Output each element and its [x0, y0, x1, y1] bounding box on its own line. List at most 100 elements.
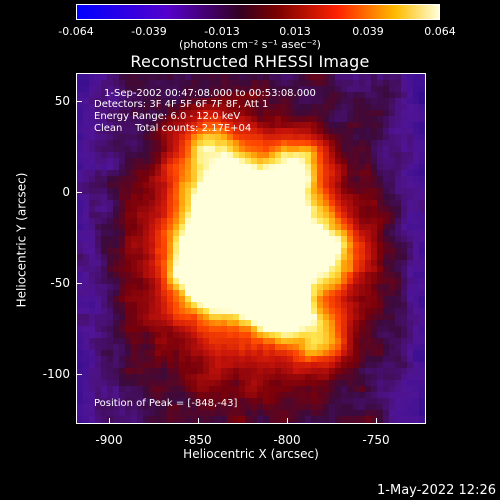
heatmap-cell [209, 176, 215, 182]
heatmap-cell [317, 368, 323, 374]
heatmap-cell [131, 332, 137, 338]
heatmap-cell [305, 188, 311, 194]
heatmap-cell [293, 386, 299, 392]
heatmap-cell [377, 182, 383, 188]
heatmap-cell [239, 254, 245, 260]
heatmap-cell [413, 146, 419, 152]
heatmap-cell [383, 194, 389, 200]
heatmap-cell [83, 284, 89, 290]
heatmap-cell [209, 74, 215, 80]
heatmap-cell [95, 176, 101, 182]
heatmap-cell [221, 332, 227, 338]
heatmap-cell [179, 80, 185, 86]
heatmap-cell [167, 350, 173, 356]
heatmap-cell [227, 248, 233, 254]
heatmap-cell [269, 86, 275, 92]
heatmap-cell [185, 302, 191, 308]
heatmap-cell [227, 230, 233, 236]
heatmap-cell [191, 128, 197, 134]
heatmap-cell [101, 128, 107, 134]
heatmap-cell [125, 134, 131, 140]
heatmap-cell [281, 224, 287, 230]
heatmap-cell [209, 80, 215, 86]
heatmap-cell [353, 392, 359, 398]
heatmap-cell [161, 278, 167, 284]
heatmap-cell [173, 188, 179, 194]
heatmap-cell [401, 230, 407, 236]
heatmap-cell [77, 380, 83, 386]
heatmap-cell [239, 116, 245, 122]
heatmap-cell [125, 410, 131, 416]
heatmap-cell [209, 254, 215, 260]
heatmap-cell [341, 308, 347, 314]
heatmap-cell [281, 422, 287, 423]
heatmap-cell [419, 110, 425, 116]
heatmap-cell [401, 266, 407, 272]
heatmap-cell [257, 422, 263, 423]
heatmap-cell [413, 392, 419, 398]
heatmap-cell [329, 164, 335, 170]
heatmap-cell [347, 134, 353, 140]
heatmap-cell [185, 158, 191, 164]
heatmap-cell [113, 236, 119, 242]
heatmap-cell [347, 146, 353, 152]
heatmap-cell [167, 398, 173, 404]
heatmap-cell [149, 362, 155, 368]
heatmap-cell [161, 332, 167, 338]
heatmap-cell [161, 164, 167, 170]
heatmap-cell [83, 266, 89, 272]
heatmap-cell [107, 206, 113, 212]
heatmap-cell [251, 242, 257, 248]
heatmap-cell [365, 368, 371, 374]
x-tick-label: -750 [362, 433, 390, 447]
heatmap-cell [293, 260, 299, 266]
heatmap-cell [317, 332, 323, 338]
heatmap-cell [311, 368, 317, 374]
heatmap-cell [113, 284, 119, 290]
heatmap-cell [185, 266, 191, 272]
heatmap-cell [377, 128, 383, 134]
heatmap-cell [143, 188, 149, 194]
heatmap-cell [389, 350, 395, 356]
heatmap-cell [377, 146, 383, 152]
heatmap-cell [161, 212, 167, 218]
heatmap-cell [269, 266, 275, 272]
heatmap-cell [245, 266, 251, 272]
heatmap-cell [251, 128, 257, 134]
heatmap-cell [329, 410, 335, 416]
heatmap-cell [227, 164, 233, 170]
colorbar-tick-label: -0.064 [58, 25, 94, 38]
heatmap-cell [83, 122, 89, 128]
heatmap-cell [101, 236, 107, 242]
heatmap-cell [203, 92, 209, 98]
heatmap-cell [407, 152, 413, 158]
heatmap-cell [299, 398, 305, 404]
heatmap-cell [89, 74, 95, 80]
heatmap-cell [359, 122, 365, 128]
heatmap-cell [287, 332, 293, 338]
heatmap-cell [281, 266, 287, 272]
heatmap-cell [89, 176, 95, 182]
heatmap-cell [299, 194, 305, 200]
heatmap-cell [329, 308, 335, 314]
heatmap-cell [107, 338, 113, 344]
heatmap-cell [293, 110, 299, 116]
heatmap-cell [209, 260, 215, 266]
heatmap-cell [413, 326, 419, 332]
heatmap-cell [371, 392, 377, 398]
heatmap-cell [215, 398, 221, 404]
heatmap-cell [197, 296, 203, 302]
heatmap-cell [245, 374, 251, 380]
heatmap-cell [191, 188, 197, 194]
heatmap-cell [101, 266, 107, 272]
heatmap-cell [311, 92, 317, 98]
heatmap-cell [167, 104, 173, 110]
heatmap-cell [329, 80, 335, 86]
heatmap-cell [353, 212, 359, 218]
heatmap-cell [83, 80, 89, 86]
heatmap-cell [107, 308, 113, 314]
heatmap-cell [353, 122, 359, 128]
heatmap-cell [155, 266, 161, 272]
heatmap-cell [119, 296, 125, 302]
heatmap-cell [353, 308, 359, 314]
